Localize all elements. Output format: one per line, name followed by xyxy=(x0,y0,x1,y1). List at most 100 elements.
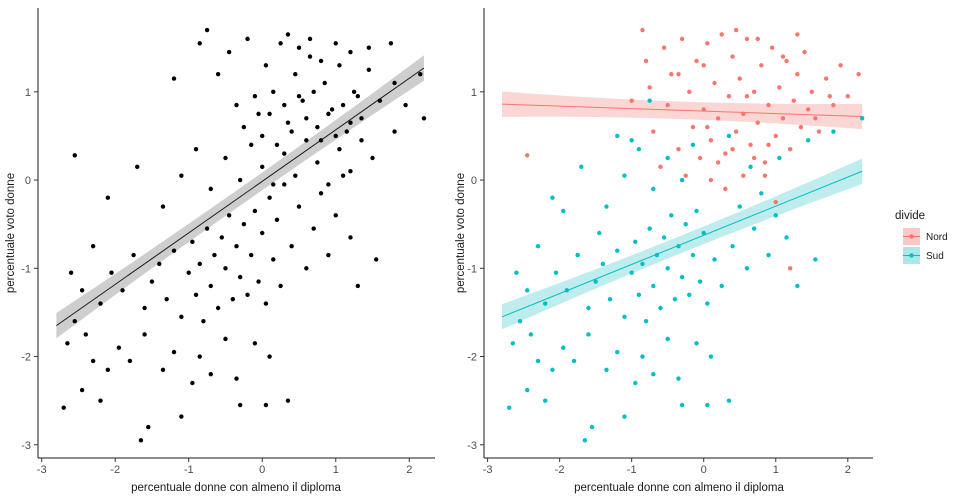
data-point xyxy=(234,244,239,249)
data-point-sud xyxy=(679,177,685,183)
data-point-nord xyxy=(795,71,800,77)
data-point-nord xyxy=(759,63,764,68)
data-point-sud xyxy=(708,354,714,359)
data-point-nord xyxy=(823,76,829,81)
data-point-nord xyxy=(773,133,778,139)
data-point xyxy=(197,354,202,359)
data-point-nord xyxy=(701,63,706,68)
data-point xyxy=(293,71,298,77)
data-point xyxy=(204,226,210,231)
data-point xyxy=(260,230,265,236)
legend-title: divide xyxy=(895,210,925,222)
data-point xyxy=(98,398,103,403)
data-point-sud xyxy=(615,349,620,355)
data-point xyxy=(215,71,221,77)
data-point xyxy=(337,63,342,68)
data-point xyxy=(289,244,294,249)
data-point xyxy=(289,129,294,134)
x-tick-label: 1 xyxy=(333,464,339,476)
data-point xyxy=(237,274,243,280)
data-point xyxy=(285,398,291,403)
data-point xyxy=(131,252,136,258)
data-point xyxy=(90,358,96,364)
data-point xyxy=(197,261,202,267)
data-point-sud xyxy=(586,305,591,311)
data-point-nord xyxy=(831,102,836,108)
data-point xyxy=(109,270,114,275)
data-point-sud xyxy=(636,146,642,152)
data-point xyxy=(271,89,276,95)
data-point xyxy=(326,182,331,187)
data-point xyxy=(215,305,221,311)
data-point xyxy=(208,283,213,289)
data-point-sud xyxy=(597,230,602,236)
data-point-sud xyxy=(640,354,645,359)
data-point-sud xyxy=(651,371,656,377)
data-point-nord xyxy=(805,107,811,112)
data-point xyxy=(359,116,364,121)
data-point-nord xyxy=(647,85,652,90)
legend-key-point xyxy=(909,253,914,258)
data-point xyxy=(271,257,276,262)
data-point-nord xyxy=(780,116,786,121)
data-point-nord xyxy=(744,94,750,99)
data-point-sud xyxy=(575,252,580,258)
data-point-sud xyxy=(690,252,696,258)
data-point-nord xyxy=(777,85,782,90)
data-point xyxy=(237,177,243,183)
data-point-nord xyxy=(741,173,746,178)
data-point xyxy=(421,116,427,121)
data-point-sud xyxy=(564,288,570,293)
data-point xyxy=(208,186,213,192)
data-point xyxy=(263,402,269,408)
data-point-nord xyxy=(643,58,649,64)
data-point-nord xyxy=(733,129,739,134)
data-point xyxy=(105,195,111,200)
data-point-nord xyxy=(715,160,721,165)
data-point-sud xyxy=(766,252,771,258)
data-point xyxy=(116,345,122,350)
data-point xyxy=(296,94,302,99)
y-axis-title: percentuale voto donne xyxy=(455,173,467,293)
data-point-sud xyxy=(550,195,555,200)
data-point-sud xyxy=(748,164,753,170)
data-point xyxy=(355,283,361,289)
data-point-sud xyxy=(622,173,627,178)
data-point xyxy=(65,341,70,346)
data-point-nord xyxy=(813,116,818,121)
data-point-sud xyxy=(615,248,620,253)
data-point-sud xyxy=(712,257,717,262)
data-point-nord xyxy=(845,94,850,99)
data-point-sud xyxy=(694,341,699,346)
data-point xyxy=(304,116,309,121)
data-point xyxy=(160,367,166,372)
data-point xyxy=(418,71,423,77)
y-tick-label: 0 xyxy=(25,175,31,187)
data-point xyxy=(230,296,236,302)
data-point-sud xyxy=(643,319,649,324)
legend-label-sud: Sud xyxy=(926,251,944,262)
data-point-nord xyxy=(705,41,710,46)
data-point xyxy=(249,142,254,147)
data-point xyxy=(271,182,276,187)
data-point-sud xyxy=(622,314,627,320)
data-point-sud xyxy=(651,186,656,192)
data-point xyxy=(304,138,309,143)
data-point-sud xyxy=(651,283,656,289)
data-point-sud xyxy=(658,305,663,311)
data-point xyxy=(282,151,287,156)
data-point xyxy=(282,182,287,187)
data-point-nord xyxy=(712,80,717,86)
data-point-sud xyxy=(561,208,566,214)
data-point-nord xyxy=(798,124,804,130)
data-point xyxy=(223,336,228,342)
data-point-nord xyxy=(705,124,710,130)
data-point xyxy=(333,133,338,139)
data-point xyxy=(307,54,313,59)
data-point-sud xyxy=(777,155,782,161)
data-point xyxy=(311,226,316,231)
data-point xyxy=(263,301,269,306)
data-point xyxy=(267,111,272,117)
data-point xyxy=(344,129,349,134)
